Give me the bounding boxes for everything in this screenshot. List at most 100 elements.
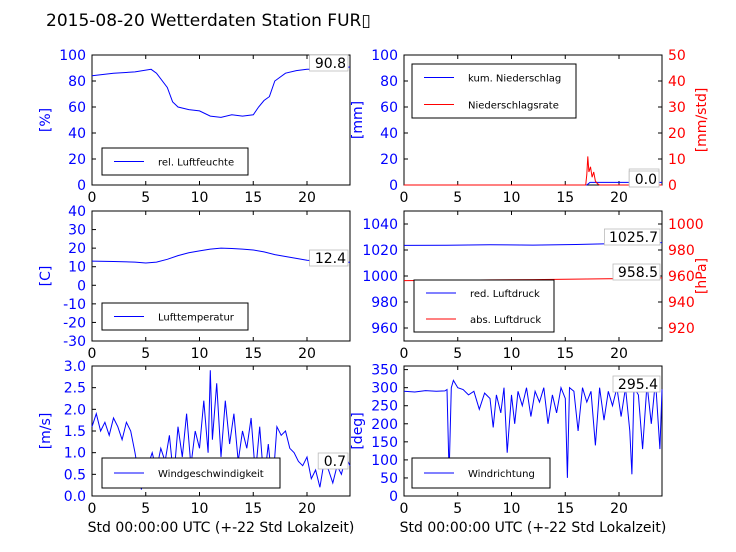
legend-label: red. Luftdruck <box>470 289 540 300</box>
x-tick-label: 20 <box>298 501 316 517</box>
y-tick-label: 3.0 <box>64 359 86 375</box>
y2-tick-label: 1000 <box>668 217 704 233</box>
y-tick-label: 0 <box>389 178 398 194</box>
plot-frame-humidity <box>91 54 351 186</box>
x-tick-label: 15 <box>556 190 574 206</box>
value-label-box <box>612 375 661 393</box>
series-line-windrichtung <box>403 379 663 478</box>
x-tick-label: 10 <box>503 190 521 206</box>
plot-frame-winddirection <box>403 365 663 497</box>
y-tick-label: 0 <box>77 278 86 294</box>
series-line-niederschlagsrate <box>404 156 662 186</box>
x-tick-label: 5 <box>141 190 150 206</box>
y-tick-label: 1020 <box>362 243 398 259</box>
value-label: 958.5 <box>618 265 658 281</box>
y2-tick-label: 10 <box>668 152 686 168</box>
y-tick-label: 150 <box>371 435 398 451</box>
y-axis-label: [%] <box>38 108 54 132</box>
y-tick-label: 0 <box>389 489 398 505</box>
value-label-box <box>612 263 661 281</box>
y2-tick-label: 920 <box>668 321 695 337</box>
value-label-box <box>628 170 660 188</box>
x-tick-label: 5 <box>141 346 150 362</box>
x-tick-label: 20 <box>298 190 316 206</box>
legend-box <box>413 279 555 333</box>
y-tick-label: 250 <box>371 399 398 415</box>
value-label: 1025.7 <box>609 230 658 246</box>
legend-label: rel. Luftfeuchte <box>158 158 234 169</box>
legend-label: Niederschlagsrate <box>468 101 559 112</box>
y-tick-label: 20 <box>68 152 86 168</box>
x-tick-label: 20 <box>610 346 628 362</box>
legend-label: Windgeschwindigkeit <box>158 469 264 480</box>
x-tick-label: 20 <box>298 346 316 362</box>
series-line-rel-luftfeuchte <box>91 66 351 118</box>
value-label: 0.7 <box>324 454 346 470</box>
y-axis-label: [C] <box>38 266 54 287</box>
y-tick-label: 350 <box>371 363 398 379</box>
y-tick-label: 960 <box>371 321 398 337</box>
legend-label: abs. Luftdruck <box>470 315 541 326</box>
x-tick-label: 20 <box>610 190 628 206</box>
value-label: 0.0 <box>635 172 657 188</box>
y-tick-label: 0 <box>77 178 86 194</box>
y-tick-label: 10 <box>68 260 86 276</box>
y-tick-label: 2.5 <box>64 381 86 397</box>
legend-box <box>411 457 551 489</box>
x-axis-label: Std 00:00:00 UTC (+-22 Std Lokalzeit) <box>400 520 667 536</box>
y-tick-label: 60 <box>380 100 398 116</box>
x-tick-label: 0 <box>400 190 409 206</box>
figure-title: 2015-08-20 Wetterdaten Station FUR▯ <box>46 11 371 31</box>
y2-tick-label: 20 <box>668 126 686 142</box>
x-tick-label: 0 <box>88 501 97 517</box>
x-tick-label: 5 <box>453 190 462 206</box>
y-tick-label: -30 <box>63 334 86 350</box>
x-tick-label: 15 <box>244 190 262 206</box>
y-tick-label: 100 <box>371 48 398 64</box>
x-tick-label: 0 <box>400 346 409 362</box>
y2-tick-label: 960 <box>668 269 695 285</box>
y-axis-label: [m/s] <box>38 413 54 450</box>
x-tick-label: 0 <box>88 190 97 206</box>
y-tick-label: 1040 <box>362 217 398 233</box>
x-tick-label: 5 <box>453 346 462 362</box>
y-tick-label: -10 <box>63 297 86 313</box>
y-tick-label: 20 <box>68 241 86 257</box>
y-tick-label: 0.0 <box>64 489 86 505</box>
x-tick-label: 0 <box>88 346 97 362</box>
y-tick-label: 300 <box>371 381 398 397</box>
y-tick-label: 80 <box>380 74 398 90</box>
y-tick-label: 30 <box>68 223 86 239</box>
plot-frame-temperature <box>91 210 351 342</box>
legend-label: kum. Niederschlag <box>468 74 561 85</box>
x-tick-label: 15 <box>556 346 574 362</box>
y2-axis-label: [mm/std] <box>694 88 710 153</box>
value-label-box <box>309 54 349 72</box>
value-label-box <box>317 452 349 470</box>
y2-tick-label: 940 <box>668 295 695 311</box>
y-tick-label: 40 <box>68 126 86 142</box>
x-tick-label: 10 <box>503 501 521 517</box>
value-label-box <box>309 249 349 267</box>
x-tick-label: 15 <box>244 346 262 362</box>
legend-box <box>411 63 577 119</box>
x-tick-label: 0 <box>400 501 409 517</box>
value-label: 90.8 <box>315 56 346 72</box>
value-label-box <box>604 228 661 246</box>
legend-label: Windrichtung <box>468 469 535 480</box>
y-tick-label: 100 <box>59 48 86 64</box>
y-tick-label: 980 <box>371 295 398 311</box>
y2-axis-label: [hPa] <box>694 258 710 294</box>
y-tick-label: 200 <box>371 417 398 433</box>
y-tick-label: 2.0 <box>64 402 86 418</box>
y-tick-label: 40 <box>68 204 86 220</box>
x-tick-label: 10 <box>503 346 521 362</box>
y2-tick-label: 0 <box>668 178 677 194</box>
value-label: 12.4 <box>315 251 346 267</box>
y-tick-label: 50 <box>380 471 398 487</box>
y-tick-label: 80 <box>68 74 86 90</box>
x-tick-label: 10 <box>191 501 209 517</box>
x-tick-label: 5 <box>453 501 462 517</box>
y2-tick-label: 50 <box>668 48 686 64</box>
